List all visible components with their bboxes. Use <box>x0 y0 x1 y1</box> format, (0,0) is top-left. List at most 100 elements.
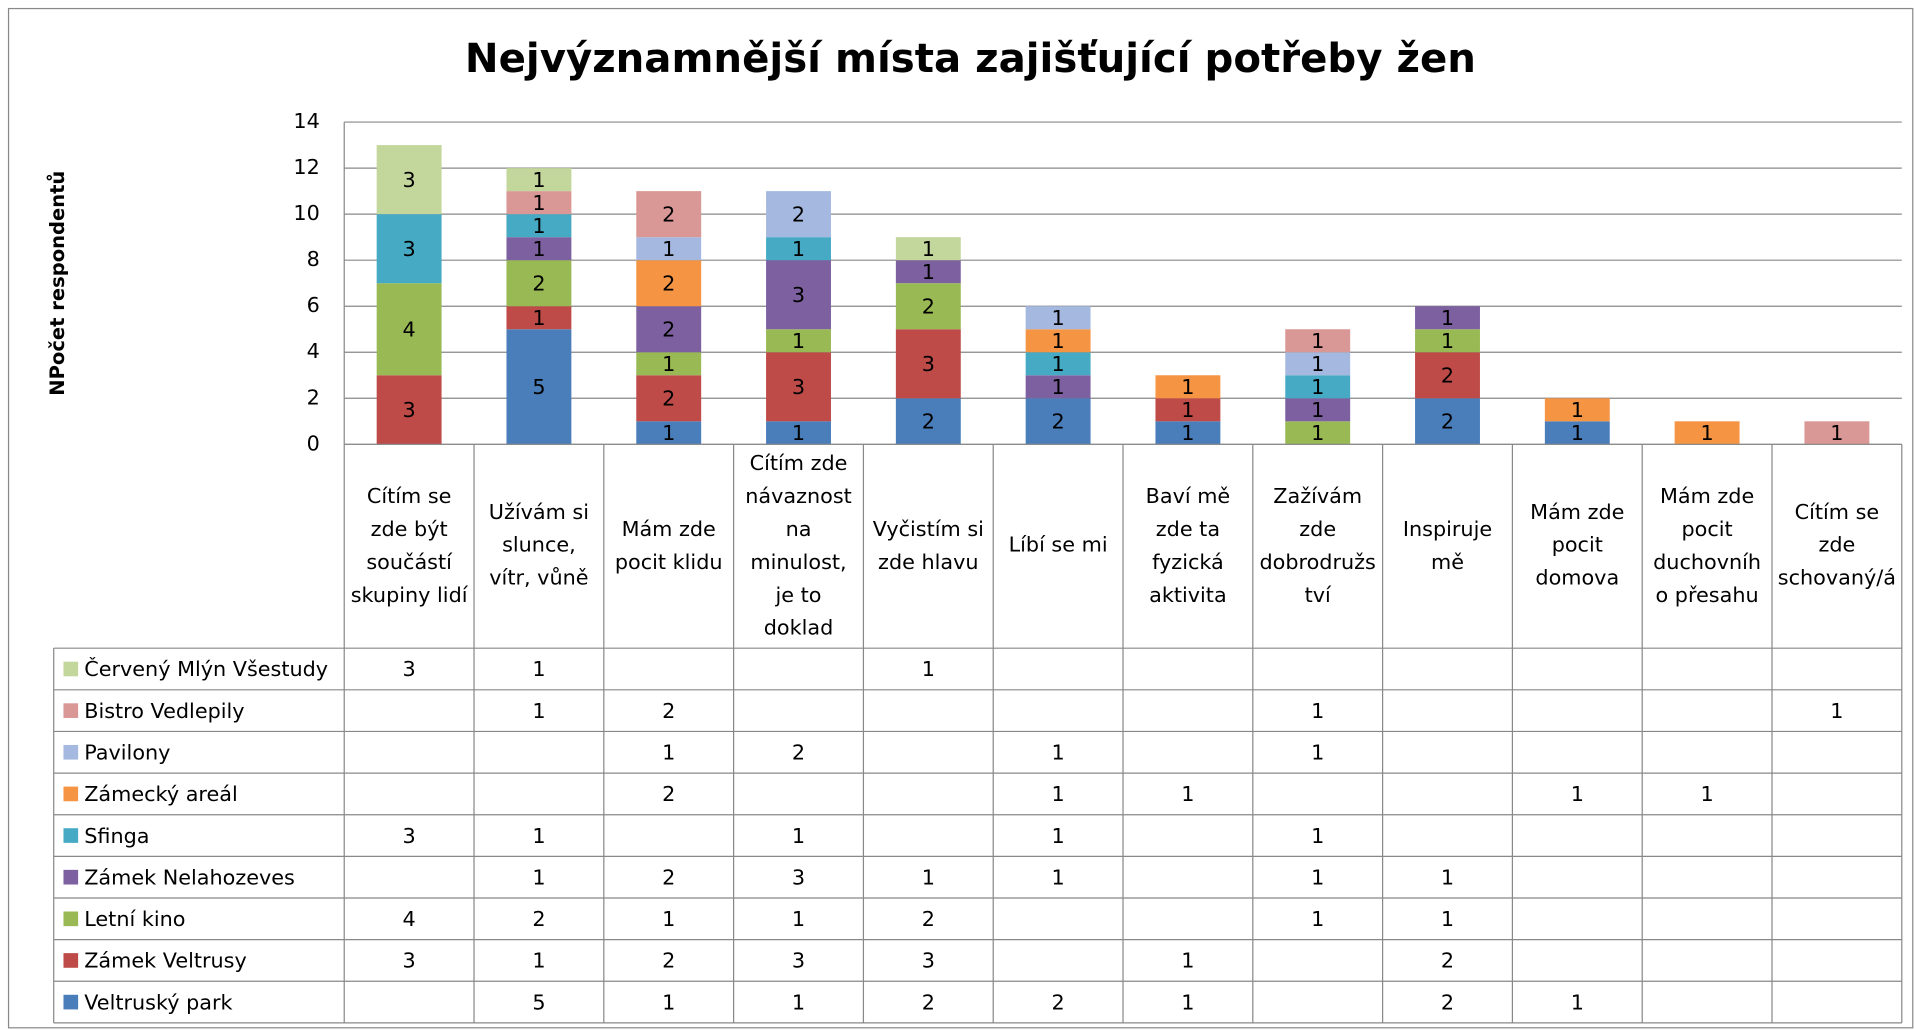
table-value: 1 <box>1311 865 1324 889</box>
data-label: 2 <box>792 202 805 226</box>
bar-segment <box>506 214 572 238</box>
data-label: 1 <box>532 168 545 192</box>
data-label: 5 <box>532 375 545 399</box>
data-label: 1 <box>1181 375 1194 399</box>
bar-segment <box>1285 375 1351 399</box>
data-label: 1 <box>662 352 675 376</box>
table-value: 2 <box>662 949 675 973</box>
data-label: 1 <box>922 260 935 284</box>
y-axis-label: NPočet respondentů <box>46 171 69 396</box>
data-label: 2 <box>532 271 545 295</box>
bar-segment <box>766 352 831 422</box>
legend-swatch <box>63 994 79 1010</box>
legend-swatch <box>63 786 79 802</box>
data-label: 1 <box>532 306 545 330</box>
legend-label: Veltruský park <box>84 990 232 1014</box>
table-value: 1 <box>1181 990 1194 1014</box>
category-cell: Cítím se zde být součástí skupiny lidí <box>350 483 468 608</box>
bar-segment <box>1285 329 1351 353</box>
table-value: 5 <box>532 990 545 1014</box>
data-label: 2 <box>1441 410 1454 434</box>
bar-segment <box>636 237 702 261</box>
table-value: 1 <box>792 907 805 931</box>
table-value: 1 <box>922 865 935 889</box>
chart-frame <box>7 7 1914 1029</box>
y-tick-label: 10 <box>293 201 319 225</box>
bar-segment <box>376 283 442 376</box>
table-value: 3 <box>403 824 416 848</box>
table-value: 2 <box>792 740 805 764</box>
data-label: 2 <box>922 294 935 318</box>
data-label: 1 <box>1181 398 1194 422</box>
bar-segment <box>1674 421 1740 445</box>
x-tick-label: Mám zde pocit klidu <box>614 516 723 575</box>
legend-swatch <box>63 703 79 718</box>
bar-segment <box>766 260 831 330</box>
category-cell: Baví mě zde ta fyzická aktivita <box>1145 483 1231 608</box>
bar-segment <box>1415 352 1480 399</box>
legend-label: Sfinga <box>84 824 149 848</box>
table-value: 1 <box>532 865 545 889</box>
y-tick-label: 14 <box>293 109 319 133</box>
data-label: 1 <box>792 237 805 261</box>
bar-segment <box>1025 306 1091 330</box>
table-value: 1 <box>792 824 805 848</box>
data-label: 2 <box>922 410 935 434</box>
table-value: 1 <box>1311 824 1324 848</box>
table-value: 3 <box>403 949 416 973</box>
legend-label: Letní kino <box>84 907 185 931</box>
data-label: 2 <box>1052 410 1065 434</box>
data-label: 1 <box>1052 375 1065 399</box>
chart-title: Nejvýznamnější místa zajišťující potřeby… <box>465 36 1476 82</box>
x-tick-label: Vyčistím si zde hlavu <box>872 516 984 575</box>
data-label: 3 <box>403 168 416 192</box>
data-label: 1 <box>532 214 545 238</box>
x-tick-label: Cítím se zde schovaný/á <box>1777 500 1896 591</box>
table-value: 1 <box>1052 865 1065 889</box>
x-tick-label: Mám zde pocit domova <box>1530 500 1625 591</box>
table-value: 4 <box>403 907 416 931</box>
x-tick-label: Baví mě zde ta fyzická aktivita <box>1145 483 1231 608</box>
data-label: 1 <box>1441 306 1454 330</box>
data-label: 1 <box>1311 375 1324 399</box>
y-tick-label: 6 <box>307 293 320 317</box>
bar-segment <box>766 329 831 353</box>
legend-swatch <box>63 744 79 760</box>
bar-segment <box>636 260 702 307</box>
bar-segment <box>1155 398 1221 422</box>
bar-segment <box>766 191 831 238</box>
table-value: 1 <box>1181 782 1194 806</box>
table-value: 2 <box>922 907 935 931</box>
bar-segment <box>376 214 442 284</box>
data-label: 2 <box>662 271 675 295</box>
bar-segment <box>1285 352 1351 376</box>
category-cell: Cítím zde návaznost na minulost, je to d… <box>745 451 852 640</box>
legend-swatch <box>63 828 79 843</box>
data-label: 3 <box>792 283 805 307</box>
x-tick-label: Zažívám zde dobrodružství <box>1259 483 1376 608</box>
table-value: 1 <box>1571 990 1584 1014</box>
category-cell: Cítím se zde schovaný/á <box>1777 500 1896 591</box>
table-value: 1 <box>1311 907 1324 931</box>
table-value: 1 <box>1181 949 1194 973</box>
bar-segment <box>506 168 572 192</box>
bar-segment <box>895 398 961 445</box>
bar-segment <box>895 237 961 261</box>
table-value: 2 <box>922 990 935 1014</box>
legend-swatch <box>63 661 79 677</box>
x-tick-label: Cítím se zde být součástí skupiny lidí <box>350 483 468 608</box>
table-value: 1 <box>532 824 545 848</box>
legend-label: Červený Mlýn Všestudy <box>84 656 328 681</box>
table-value: 1 <box>662 740 675 764</box>
bar-segment <box>1415 398 1480 445</box>
table-value: 3 <box>403 657 416 681</box>
table-value: 3 <box>792 865 805 889</box>
data-label: 1 <box>922 237 935 261</box>
x-tick-label: Užívám si slunce, vítr, vůně <box>488 500 590 591</box>
data-label: 1 <box>1052 352 1065 376</box>
legend-swatch <box>63 869 79 885</box>
bar-segment <box>1025 329 1091 353</box>
table-value: 1 <box>1311 740 1324 764</box>
table-value: 3 <box>922 949 935 973</box>
legend-swatch <box>63 953 79 968</box>
